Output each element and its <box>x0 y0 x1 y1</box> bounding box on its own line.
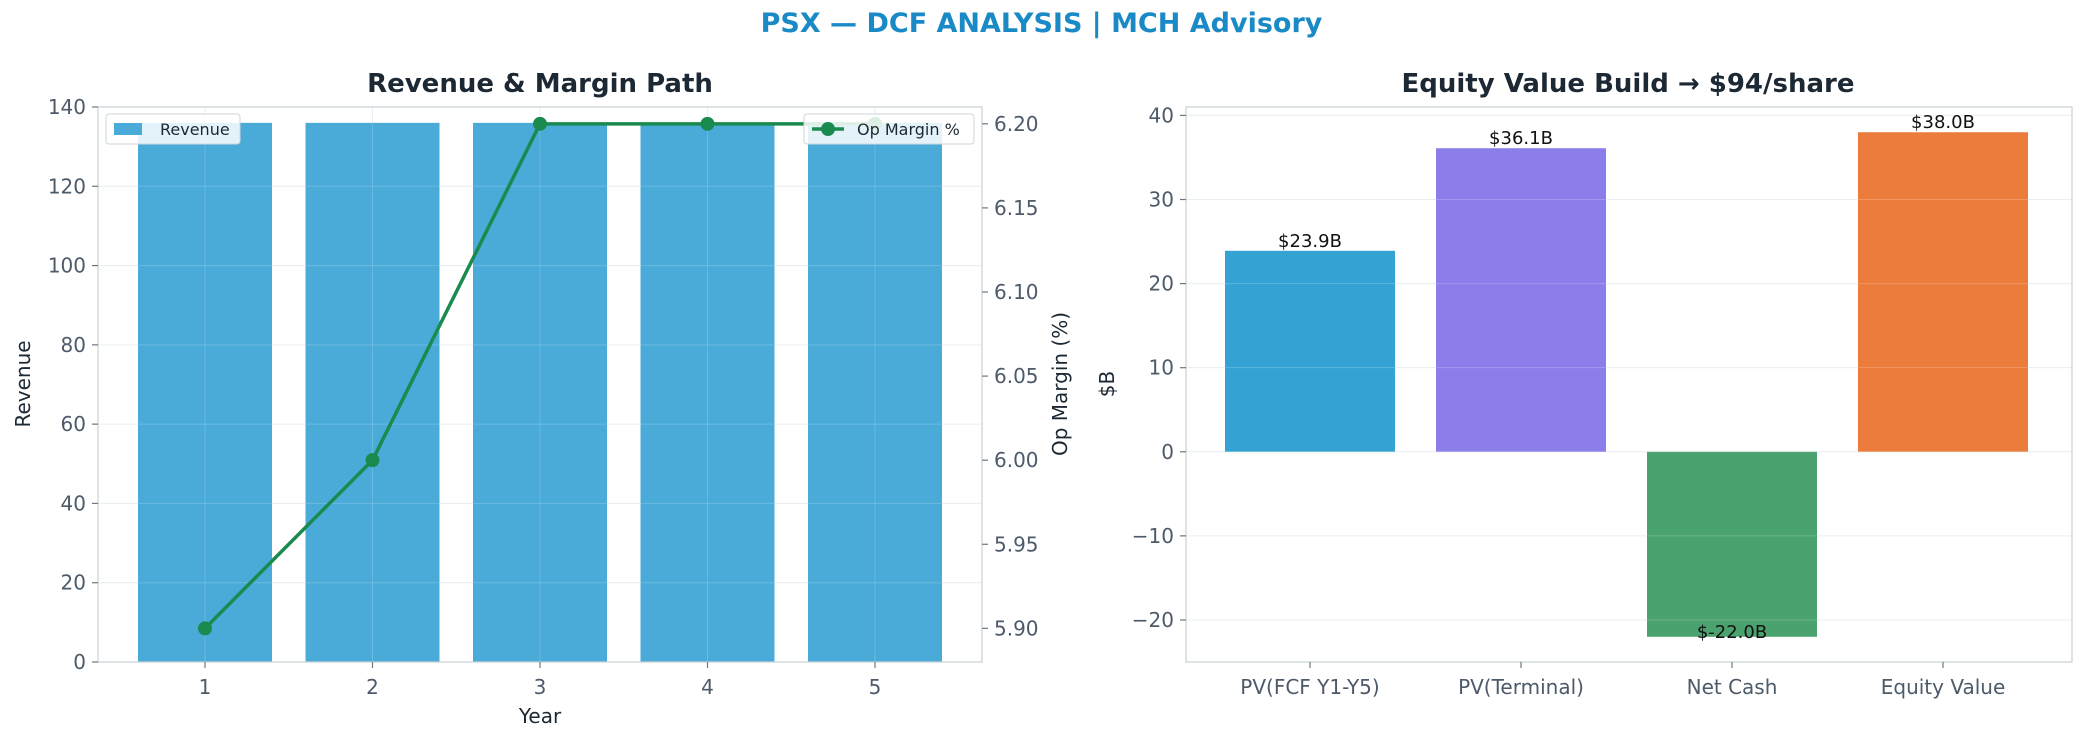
equity-data-label: $23.9B <box>1278 231 1342 252</box>
y-tick-label: 100 <box>48 254 86 278</box>
equity-data-label: $38.0B <box>1911 112 1975 133</box>
revenue-margin-title: Revenue & Margin Path <box>367 69 713 99</box>
margin-y-ticks: 5.90 5.95 6.00 6.05 6.10 6.15 6.20 <box>982 112 1039 640</box>
y-tick-label: 20 <box>61 571 86 595</box>
figure-title: PSX — DCF ANALYSIS | MCH Advisory <box>760 8 1323 39</box>
revenue-bar <box>305 122 440 663</box>
equity-bar <box>1858 132 2028 452</box>
y-tick-label: −10 <box>1132 524 1174 548</box>
equity-build-title: Equity Value Build → $94/share <box>1402 69 1855 99</box>
x-tick-label: PV(Terminal) <box>1458 675 1584 699</box>
op-margin-point <box>700 116 715 131</box>
y-tick-label: 80 <box>61 333 86 357</box>
y-tick-label: 140 <box>48 95 86 119</box>
x-tick-label: 4 <box>701 675 714 699</box>
equity-data-label: $36.1B <box>1489 128 1553 149</box>
y2-tick-label: 6.10 <box>994 280 1039 304</box>
x-axis-label-year: Year <box>518 704 562 728</box>
equity-data-labels: $23.9B $36.1B $-22.0B $38.0B <box>1278 112 1975 643</box>
revenue-bar <box>640 122 775 663</box>
op-margin-point <box>198 621 212 636</box>
revenue-y-ticks: 0 20 40 60 80 100 120 140 <box>48 95 98 674</box>
equity-x-ticks: PV(FCF Y1-Y5) PV(Terminal) Net Cash Equity … <box>1240 662 2005 699</box>
y-tick-label: 40 <box>61 491 86 515</box>
y2-tick-label: 6.15 <box>994 196 1039 220</box>
revenue-bars <box>98 106 982 663</box>
legend-revenue-label: Revenue <box>160 120 230 139</box>
legend-revenue-swatch <box>114 123 142 135</box>
y2-tick-label: 6.05 <box>994 364 1039 388</box>
y-tick-label: 20 <box>1149 272 1174 296</box>
equity-bars <box>1186 114 2072 637</box>
op-margin-point <box>365 453 380 468</box>
y2-tick-label: 6.20 <box>994 112 1039 136</box>
y-tick-label: 60 <box>61 412 86 436</box>
x-tick-label: 1 <box>199 675 212 699</box>
legend-op-margin: Op Margin % <box>803 113 975 145</box>
year-x-ticks: 1 2 3 4 5 <box>199 662 882 699</box>
legend-op-margin-box <box>803 113 975 145</box>
revenue-bar <box>808 122 942 663</box>
revenue-margin-chart: Revenue & Margin Path 020406080100120140… <box>11 69 1072 728</box>
y-tick-label: 120 <box>48 174 86 198</box>
x-tick-label: Equity Value <box>1881 675 2006 699</box>
equity-build-chart: Equity Value Build → $94/share 40 30 20 10 0… <box>1095 69 2073 699</box>
x-tick-label: 2 <box>366 675 379 699</box>
equity-bar <box>1436 148 1606 452</box>
legend-op-margin-label: Op Margin % <box>857 120 960 139</box>
equity-bar <box>1647 451 1817 637</box>
y2-tick-label: 5.95 <box>994 532 1039 556</box>
y-axis-label-billions: $B <box>1095 371 1119 397</box>
y-axis-label-op-margin: Op Margin (%) <box>1048 312 1072 456</box>
op-margin-point <box>533 116 547 131</box>
equity-data-label: $-22.0B <box>1697 622 1767 643</box>
y-tick-label: 0 <box>73 650 86 674</box>
equity-y-ticks: 40 30 20 10 0 −10 −20 <box>1132 103 1186 632</box>
legend-revenue: Revenue <box>105 113 241 145</box>
equity-bar <box>1225 250 1395 452</box>
revenue-bar <box>138 122 272 663</box>
right-chart-frame <box>1185 106 2073 663</box>
y-tick-label: 30 <box>1149 188 1174 212</box>
x-tick-label: PV(FCF Y1-Y5) <box>1240 675 1379 699</box>
y-tick-label: −20 <box>1132 608 1174 632</box>
y-tick-label: 0 <box>1161 440 1174 464</box>
y-tick-label: 10 <box>1149 356 1174 380</box>
x-tick-label: Net Cash <box>1687 675 1778 699</box>
legend-revenue-box <box>105 113 241 145</box>
x-tick-label: 3 <box>534 675 547 699</box>
legend-op-margin-marker <box>821 122 835 136</box>
y-tick-label: 40 <box>1149 103 1174 127</box>
y2-tick-label: 5.90 <box>994 616 1039 640</box>
y2-tick-label: 6.00 <box>994 448 1039 472</box>
x-tick-label: 5 <box>869 675 882 699</box>
y-axis-label-revenue: Revenue <box>11 340 35 427</box>
